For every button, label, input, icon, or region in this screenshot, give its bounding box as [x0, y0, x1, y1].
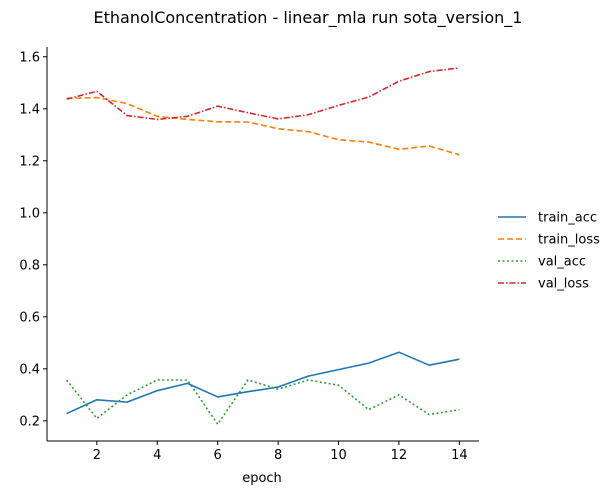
x-tick-label: 12	[391, 448, 408, 463]
y-tick-label: 0.2	[19, 414, 40, 429]
y-tick-label: 1.4	[19, 102, 40, 117]
y-tick-label: 1.0	[19, 206, 40, 221]
legend-label: train_acc	[538, 211, 597, 226]
series-lines	[66, 67, 460, 426]
legend-label: val_acc	[538, 255, 586, 270]
legend-label: val_loss	[538, 277, 589, 292]
x-tick-label: 4	[153, 448, 161, 463]
series-line-train-acc	[66, 351, 460, 415]
y-tick-label: 0.6	[19, 310, 40, 325]
chart-title: EthanolConcentration - linear_mla run so…	[94, 8, 523, 28]
x-tick-label: 14	[451, 448, 468, 463]
x-tick-label: 10	[330, 448, 347, 463]
y-tick-label: 0.4	[19, 362, 40, 377]
y-tick-label: 0.8	[19, 258, 40, 273]
series-line-val-loss	[66, 67, 460, 121]
legend-label: train_loss	[538, 233, 600, 248]
y-tick-label: 1.6	[19, 50, 40, 65]
series-line-train-loss	[66, 96, 460, 156]
x-tick-label: 2	[93, 448, 101, 463]
x-tick-label: 6	[214, 448, 222, 463]
x-tick-label: 8	[274, 448, 282, 463]
x-axis-label: epoch	[242, 471, 282, 486]
y-tick-label: 1.2	[19, 154, 40, 169]
legend: train_acc train_loss val_acc val_loss	[498, 211, 600, 292]
axes: 2 4 6 8 10 12 14 0.2 0.4 0.6 0.8 1.0 1.2 1.4 1.6	[19, 47, 479, 463]
series-line-val-acc	[66, 379, 460, 426]
